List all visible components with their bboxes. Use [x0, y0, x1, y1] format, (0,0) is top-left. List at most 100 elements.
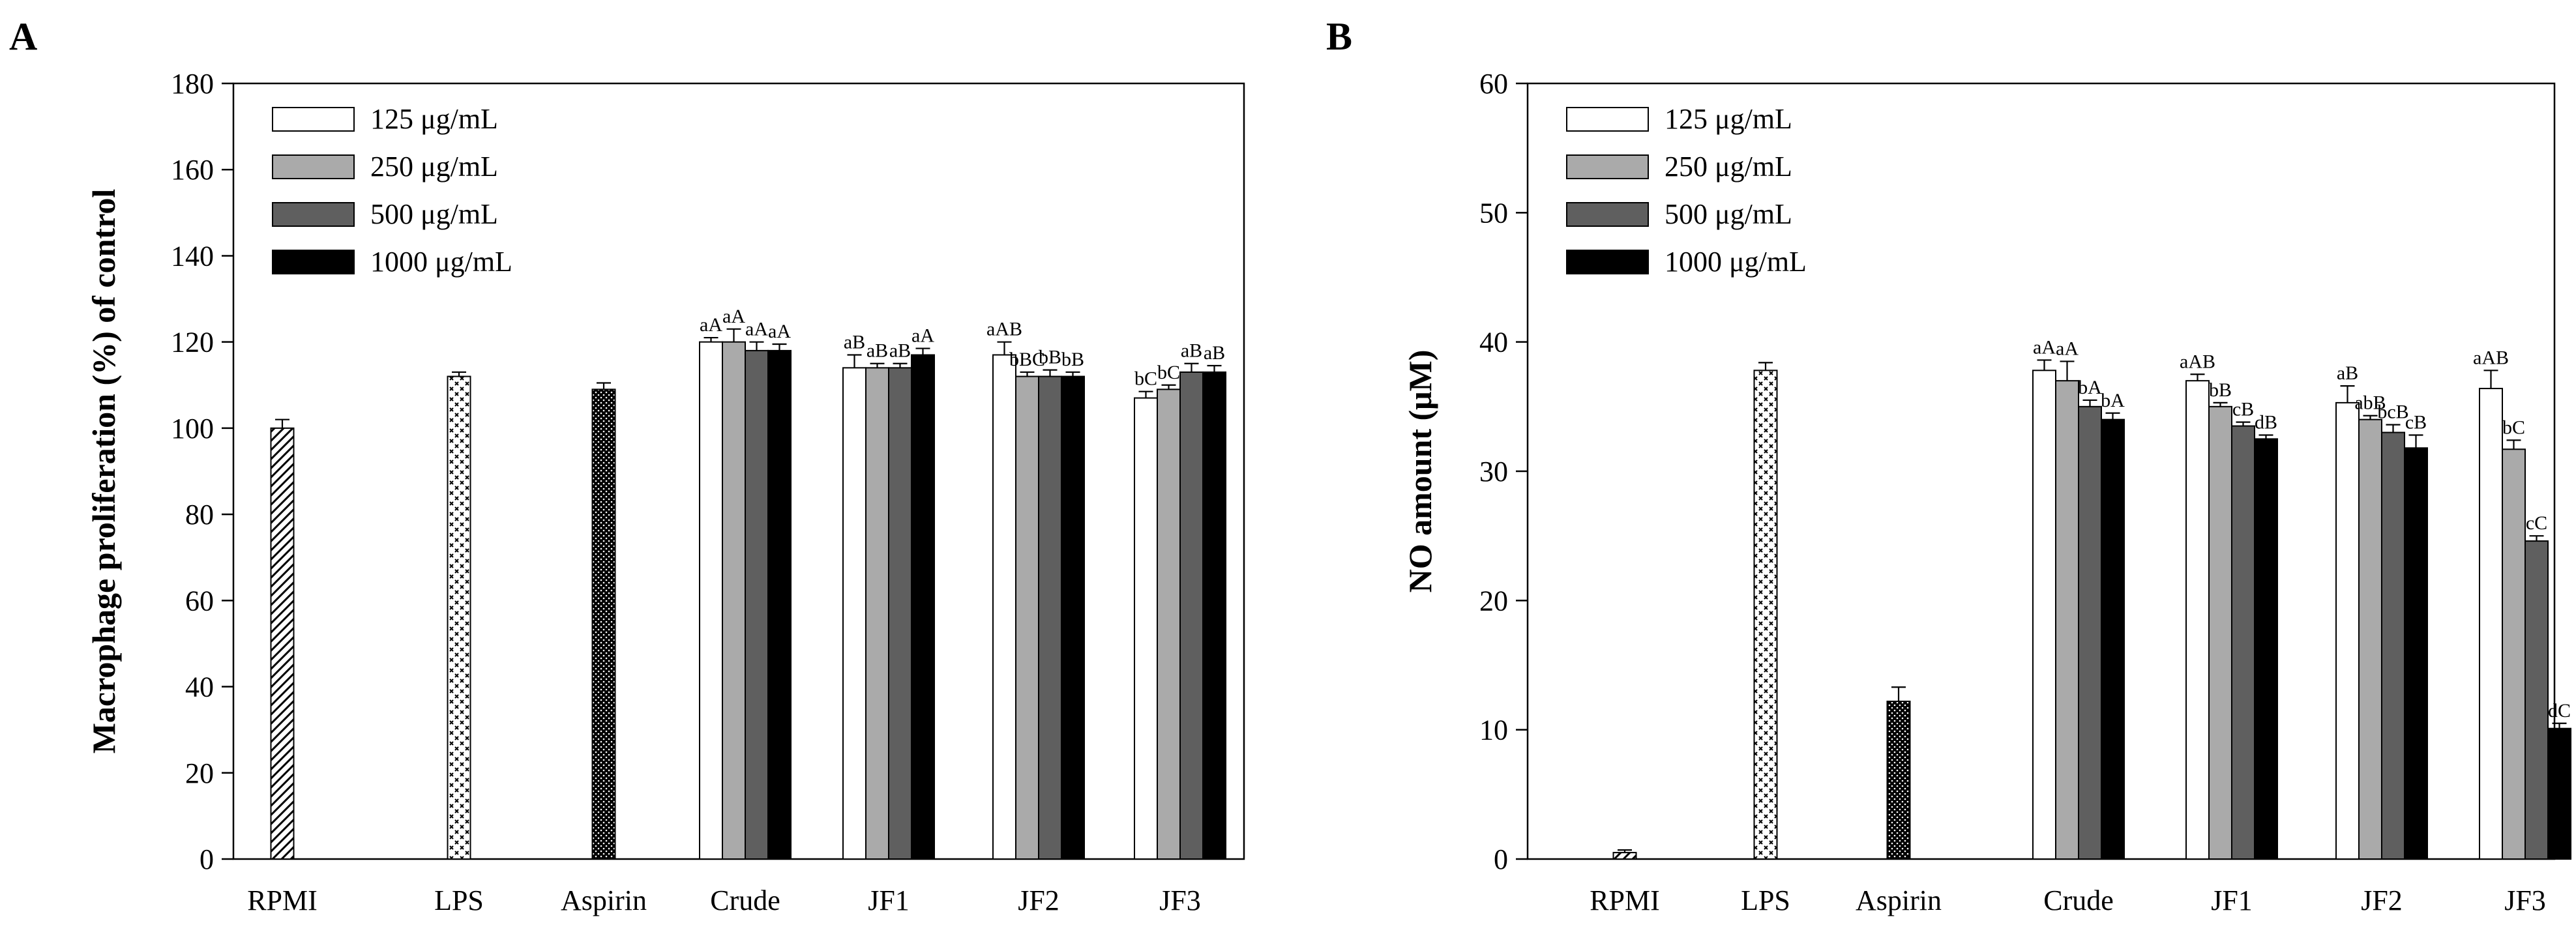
- x-tick-label: JF2: [2361, 884, 2403, 916]
- panel-label-b: B: [1326, 15, 1352, 58]
- y-tick-label: 0: [1494, 843, 1508, 875]
- y-tick-label: 120: [171, 327, 214, 358]
- bar: [1038, 375, 1062, 860]
- y-tick-label: 20: [1479, 585, 1508, 617]
- data-label: bC: [1157, 362, 1180, 383]
- y-tick-label: 100: [171, 413, 214, 445]
- x-tick-label: JF1: [868, 884, 910, 916]
- bar: [2185, 380, 2210, 860]
- data-label: aB: [866, 340, 888, 362]
- data-label: aAB: [2180, 351, 2215, 372]
- y-tick-label: 160: [171, 154, 214, 186]
- bar: [1202, 371, 1226, 860]
- bar: [2078, 405, 2102, 860]
- data-label: dB: [2255, 411, 2277, 433]
- y-tick-label: 0: [200, 843, 214, 875]
- x-tick-label: RPMI: [1590, 884, 1660, 916]
- bar: [911, 354, 935, 860]
- bar: [842, 367, 866, 860]
- bar: [992, 354, 1016, 860]
- legend-label: 1000 μg/mL: [370, 246, 512, 278]
- data-label: aA: [768, 321, 791, 342]
- data-label: bB: [1039, 347, 1061, 368]
- data-label: bA: [2101, 390, 2125, 411]
- bar: [2404, 447, 2428, 860]
- data-label: bA: [2078, 377, 2102, 398]
- bar: [1179, 371, 1204, 860]
- bar: [2254, 438, 2278, 860]
- y-tick-label: 80: [185, 499, 214, 531]
- panel-label-a: A: [9, 15, 37, 58]
- bar: [1157, 388, 1181, 860]
- data-label: aA: [722, 306, 745, 327]
- data-label: bC: [2502, 416, 2525, 438]
- x-tick-label: JF1: [2211, 884, 2253, 916]
- legend-swatch: [1566, 202, 1649, 227]
- data-label: aB: [1181, 340, 1202, 362]
- x-tick-label: Aspirin: [561, 884, 647, 916]
- bar: [767, 349, 792, 860]
- bar: [2055, 380, 2079, 860]
- legend-swatch: [272, 154, 355, 179]
- bar: [2547, 727, 2571, 860]
- x-tick-label: JF2: [1018, 884, 1059, 916]
- bar: [2231, 425, 2255, 860]
- bar: [1015, 375, 1039, 860]
- legend-label: 250 μg/mL: [370, 151, 498, 182]
- bar: [2101, 418, 2125, 860]
- y-tick-label: 50: [1479, 197, 1508, 229]
- legend-swatch: [1566, 250, 1649, 274]
- data-label: aB: [889, 340, 911, 362]
- legend-label: 125 μg/mL: [1665, 103, 1792, 135]
- data-label: cB: [2232, 399, 2254, 420]
- bar-aspirin: [591, 388, 616, 860]
- data-label: aA: [745, 319, 768, 340]
- data-label: cB: [2405, 411, 2427, 433]
- y-tick-label: 60: [1479, 68, 1508, 100]
- bar: [699, 341, 723, 860]
- y-axis-title: NO amount (μM): [1402, 350, 1438, 593]
- x-tick-label: LPS: [434, 884, 484, 916]
- x-tick-label: Aspirin: [1856, 884, 1942, 916]
- bar: [1061, 375, 1085, 860]
- data-label: aA: [911, 325, 934, 347]
- x-tick-label: RPMI: [247, 884, 318, 916]
- bar: [888, 367, 912, 860]
- x-tick-label: Crude: [2043, 884, 2114, 916]
- bar: [2208, 405, 2232, 860]
- x-tick-label: LPS: [1741, 884, 1790, 916]
- bar-rpmi: [270, 427, 295, 860]
- data-label: bcB: [2377, 401, 2408, 423]
- bar: [2358, 418, 2382, 860]
- data-label: aA: [2033, 336, 2056, 358]
- bar: [745, 349, 769, 860]
- data-label: aB: [1204, 342, 1225, 364]
- data-label: dC: [2548, 700, 2571, 722]
- y-tick-label: 10: [1479, 714, 1508, 746]
- legend-swatch: [1566, 154, 1649, 179]
- bar-lps: [1753, 370, 1778, 860]
- bar: [2479, 388, 2503, 860]
- data-label: bBC: [1009, 349, 1045, 370]
- legend-label: 500 μg/mL: [370, 198, 498, 230]
- bar: [722, 341, 746, 860]
- data-label: bC: [1134, 368, 1157, 390]
- bar: [2502, 448, 2526, 860]
- bar-aspirin: [1886, 701, 1911, 860]
- x-tick-label: Crude: [710, 884, 780, 916]
- bar: [2032, 370, 2056, 860]
- x-tick-label: JF3: [2504, 884, 2546, 916]
- x-tick-label: JF3: [1159, 884, 1201, 916]
- legend-swatch: [1566, 107, 1649, 132]
- legend-label: 250 μg/mL: [1665, 151, 1792, 182]
- data-label: aAB: [2473, 347, 2509, 368]
- legend-label: 1000 μg/mL: [1665, 246, 1807, 278]
- data-label: aAB: [986, 319, 1022, 340]
- bar: [2381, 431, 2405, 860]
- chart-panel-b: 0 10 20 30 40 50 60 NO amount (μM) RPMI LPS Aspiri…: [1402, 68, 2571, 916]
- bar: [2524, 540, 2549, 860]
- bar: [865, 367, 889, 860]
- data-label: abB: [2354, 392, 2386, 414]
- legend-label: 125 μg/mL: [370, 103, 498, 135]
- bar: [1134, 397, 1158, 860]
